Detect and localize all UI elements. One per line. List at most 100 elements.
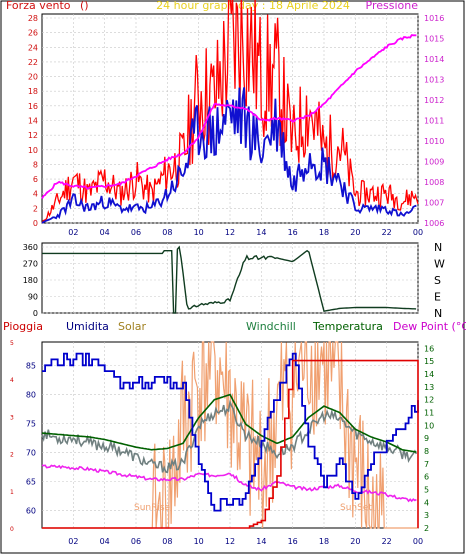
compass-label: S <box>434 274 441 287</box>
wind-x-tick: 16 <box>288 228 298 237</box>
temp-y-tick: 2 <box>424 524 429 533</box>
compass-label: N <box>434 307 442 320</box>
wind-y-tick: 4 <box>33 190 38 199</box>
climate-x-tick: 10 <box>194 537 204 546</box>
wind-y-tick: 2 <box>33 204 38 213</box>
sunrise-label: SunRise <box>134 503 171 513</box>
pressure-y-tick: 1014 <box>424 55 444 64</box>
wind-y-tick: 8 <box>33 160 38 169</box>
wind-x-tick: 08 <box>162 228 172 237</box>
wind-y-tick: 0 <box>33 219 38 228</box>
temp-y-tick: 14 <box>424 370 434 379</box>
compass-label: W <box>434 258 445 271</box>
humidity-y-ticks: 60 65 70 75 80 85 <box>26 361 36 515</box>
header-left-label: Forza vento <box>6 0 71 12</box>
humidity-y-tick: 85 <box>26 361 36 370</box>
wind-x-ticks: 02 04 06 08 10 12 14 16 18 20 22 00 <box>68 228 423 237</box>
direction-y-tick: 180 <box>23 276 38 285</box>
series-wind-gust <box>41 0 419 224</box>
wind-y-tick: 20 <box>28 73 38 82</box>
chart-title: 24 hour graph day : 18 Aprile 2024 <box>156 0 350 12</box>
temp-y-tick: 7 <box>424 460 429 469</box>
pressure-y-tick: 1009 <box>424 158 444 167</box>
direction-y-ticks: 0 90 180 270 360 <box>23 243 38 318</box>
wind-x-tick: 14 <box>256 228 266 237</box>
wind-series <box>41 0 419 224</box>
wind-x-tick: 06 <box>131 228 141 237</box>
temp-y-tick: 16 <box>424 344 434 353</box>
climate-x-tick: 14 <box>256 537 266 546</box>
rain-y-tick: 2 <box>10 452 14 459</box>
temp-y-ticks: 2 3 4 5 6 7 8 9 10 11 12 13 14 15 16 <box>424 344 434 533</box>
pressure-y-tick: 1012 <box>424 96 444 105</box>
temp-y-tick: 15 <box>424 357 434 366</box>
compass-label: E <box>434 291 441 304</box>
climate-x-tick: 08 <box>162 537 172 546</box>
wind-y-tick: 14 <box>28 117 38 126</box>
humidity-y-tick: 70 <box>26 448 36 457</box>
pressure-y-tick: 1016 <box>424 14 444 23</box>
wind-y-tick: 18 <box>28 87 38 96</box>
series-wind-avg <box>41 87 417 224</box>
wind-x-tick: 18 <box>319 228 329 237</box>
header-left-unit: () <box>80 0 89 12</box>
climate-x-tick: 00 <box>413 537 423 546</box>
series-temperature <box>41 393 417 453</box>
temp-y-tick: 9 <box>424 434 429 443</box>
legend-umidita: Umidita <box>66 320 109 333</box>
climate-x-tick: 18 <box>319 537 329 546</box>
pressure-y-tick: 1007 <box>424 199 444 208</box>
climate-x-tick: 20 <box>350 537 360 546</box>
direction-y-tick: 360 <box>23 243 38 252</box>
rain-y-tick: 4 <box>10 377 14 384</box>
rain-y-ticks: 0 1 2 3 4 5 <box>10 340 14 533</box>
temp-y-tick: 11 <box>424 409 434 418</box>
wind-y-tick: 24 <box>28 43 38 52</box>
rain-y-tick: 3 <box>10 414 14 421</box>
compass-label: N <box>434 241 442 254</box>
humidity-y-tick: 80 <box>26 390 36 399</box>
temp-y-tick: 12 <box>424 396 434 405</box>
wind-y-tick: 26 <box>28 29 38 38</box>
direction-grid <box>42 243 419 314</box>
wind-y-tick: 10 <box>28 146 38 155</box>
pressure-y-tick: 1006 <box>424 219 444 228</box>
pressure-y-tick: 1015 <box>424 35 444 44</box>
legend-windchill: Windchill <box>246 320 296 333</box>
wind-x-tick: 04 <box>100 228 110 237</box>
wind-y-tick: 22 <box>28 58 38 67</box>
climate-x-tick: 02 <box>68 537 78 546</box>
temp-y-tick: 3 <box>424 511 429 520</box>
series-rain <box>42 359 419 529</box>
temp-y-tick: 10 <box>424 421 434 430</box>
climate-x-tick: 06 <box>131 537 141 546</box>
wind-x-tick: 02 <box>68 228 78 237</box>
direction-y-tick: 0 <box>33 309 38 318</box>
series-pressure <box>41 34 417 200</box>
humidity-y-tick: 60 <box>26 507 36 516</box>
legend-dewpoint: Dew Point (°C) <box>393 320 466 333</box>
climate-series <box>41 341 419 529</box>
legend-solar: Solar <box>118 320 147 333</box>
series-humidity <box>42 352 419 512</box>
header-right-label: Pressione <box>366 0 419 12</box>
direction-y-tick: 90 <box>28 293 38 302</box>
pressure-y-tick: 1011 <box>424 117 444 126</box>
temp-y-tick: 6 <box>424 473 429 482</box>
legend-pioggia: Pioggia <box>3 320 43 333</box>
climate-x-tick: 22 <box>382 537 392 546</box>
wind-y-tick: 6 <box>33 175 38 184</box>
climate-x-tick: 04 <box>100 537 110 546</box>
pressure-y-tick: 1010 <box>424 137 444 146</box>
climate-x-tick: 16 <box>288 537 298 546</box>
pressure-y-tick: 1013 <box>424 76 444 85</box>
sunset-label: SunSet <box>340 503 372 513</box>
wind-y-tick: 28 <box>28 14 38 23</box>
temp-y-tick: 5 <box>424 486 429 495</box>
wind-y-tick: 12 <box>28 131 38 140</box>
